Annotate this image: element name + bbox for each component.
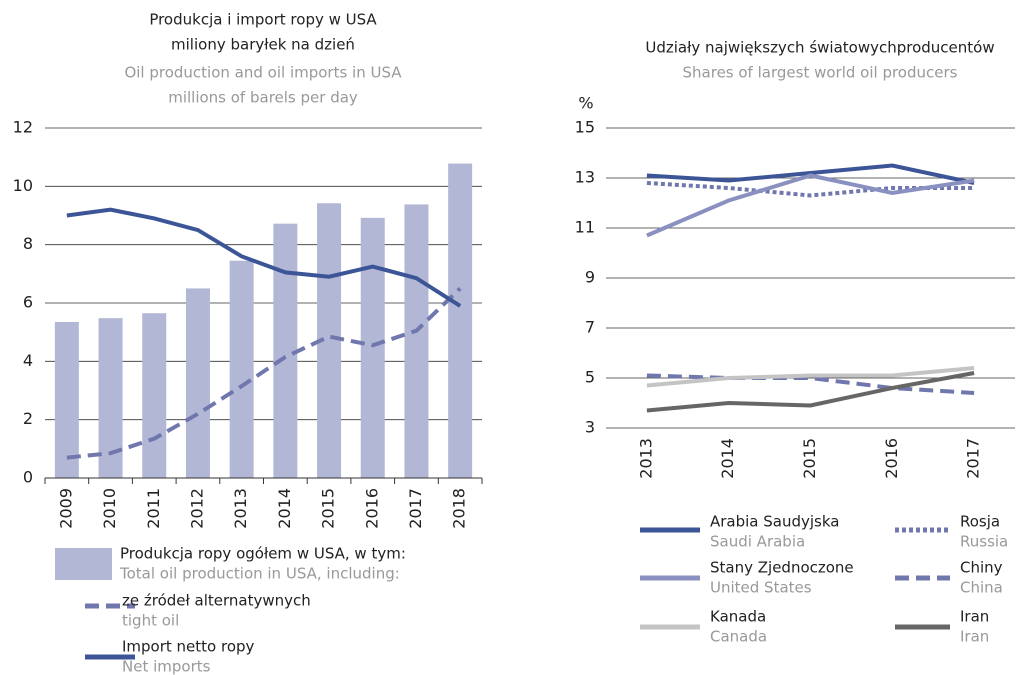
chart-title: Produkcja i import ropy w USA <box>149 11 377 29</box>
y-tick-label: 9 <box>585 268 595 287</box>
x-tick-label: 2014 <box>718 438 737 479</box>
chart-title-en: Shares of largest world oil producers <box>683 64 958 82</box>
x-tick-label: 2015 <box>800 438 819 479</box>
legend-label-en: Canada <box>710 628 767 646</box>
y-tick-label: 2 <box>23 409 33 428</box>
legend-label-en: Total oil production in USA, including: <box>119 565 400 583</box>
legend-label: Rosja <box>960 513 1000 531</box>
legend-label: ze źródeł alternatywnych <box>122 592 311 610</box>
x-tick-label: 2016 <box>362 488 381 529</box>
legend-label-en: tight oil <box>122 612 179 630</box>
chart-title-en: Oil production and oil imports in USA <box>124 64 402 82</box>
x-tick-label: 2018 <box>450 488 469 529</box>
x-tick-label: 2010 <box>100 488 119 529</box>
bar <box>448 163 473 479</box>
bar <box>360 217 385 479</box>
line-series <box>646 371 975 413</box>
legend-label: Kanada <box>710 608 766 626</box>
x-tick-label: 2013 <box>636 438 655 479</box>
legend-label: Produkcja ropy ogółem w USA, w tym: <box>120 545 406 563</box>
y-tick-label: 3 <box>585 418 595 437</box>
line-series <box>646 366 975 388</box>
chart-subtitle: miliony baryłek na dzień <box>171 36 355 54</box>
x-tick-label: 2017 <box>406 488 425 529</box>
legend-label-en: Saudi Arabia <box>710 533 805 551</box>
chart-subtitle-en: millions of barels per day <box>168 89 358 107</box>
line-series <box>66 207 462 308</box>
x-tick-label: 2014 <box>275 488 294 529</box>
legend-label: Import netto ropy <box>122 638 255 656</box>
legend-label-en: Net imports <box>122 658 211 675</box>
line-series <box>66 286 462 460</box>
y-tick-label: 15 <box>575 118 595 137</box>
bar <box>54 321 79 478</box>
bar <box>273 223 298 478</box>
legend-label-en: United States <box>710 579 812 597</box>
bar <box>142 313 167 478</box>
y-tick-label: 5 <box>585 368 595 387</box>
x-tick-label: 2015 <box>319 488 338 529</box>
bar <box>185 288 210 478</box>
legend-label: Iran <box>960 608 989 626</box>
bar <box>229 260 254 478</box>
x-tick-label: 2012 <box>187 488 206 529</box>
line-series <box>646 163 975 185</box>
x-tick-label: 2017 <box>964 438 983 479</box>
line-series <box>646 373 975 395</box>
y-tick-label: 7 <box>585 318 595 337</box>
y-tick-label: 11 <box>575 218 595 237</box>
legend-label-en: Iran <box>960 628 989 646</box>
legend-swatch <box>55 548 112 580</box>
y-tick-label: 10 <box>13 176 33 195</box>
x-tick-label: 2011 <box>144 488 163 529</box>
x-tick-label: 2009 <box>56 488 75 529</box>
chart-title: Udziały największych światowychproducent… <box>645 39 994 57</box>
legend-label-en: Russia <box>960 533 1008 551</box>
y-tick-label: 13 <box>575 168 595 187</box>
legend-label: Chiny <box>960 559 1003 577</box>
y-tick-label: 4 <box>23 351 33 370</box>
y-tick-label: 8 <box>23 234 33 253</box>
y-tick-label: 12 <box>13 118 33 137</box>
y-axis-label: % <box>578 94 593 113</box>
line-series <box>646 173 975 238</box>
legend-label: Stany Zjednoczone <box>710 559 854 577</box>
x-tick-label: 2013 <box>231 488 250 529</box>
x-tick-label: 2016 <box>882 438 901 479</box>
y-tick-label: 6 <box>23 293 33 312</box>
bar <box>404 204 429 478</box>
y-tick-label: 0 <box>23 468 33 487</box>
legend-label-en: China <box>960 579 1003 597</box>
legend-label: Arabia Saudyjska <box>710 513 840 531</box>
